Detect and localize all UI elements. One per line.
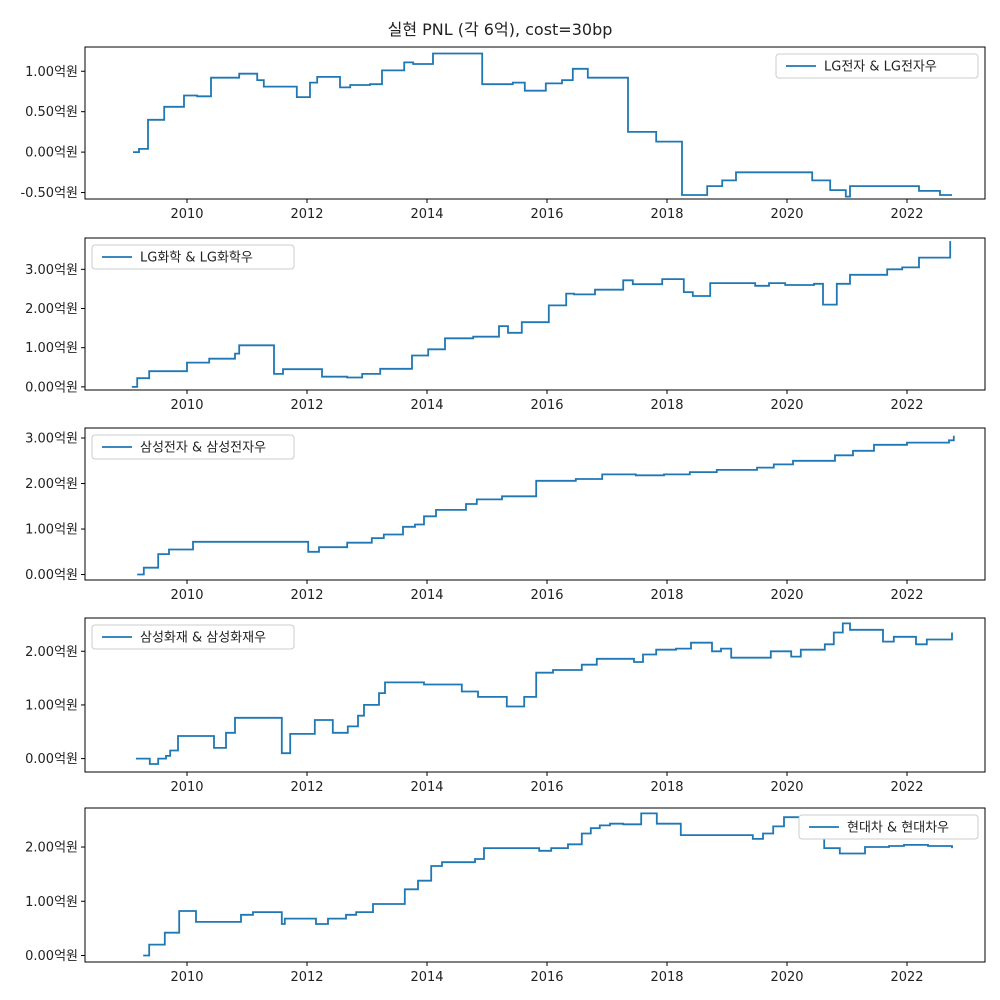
y-tick-label: 2.00억원 [25, 841, 78, 856]
x-tick-label: 2020 [770, 398, 803, 413]
series-line [137, 435, 955, 576]
legend-box [91, 434, 295, 460]
series-line [131, 241, 952, 388]
legend-label: LG화학 & LG화학우 [140, 251, 253, 266]
chart-title: 실현 PNL (각 6억), cost=30bp [387, 20, 613, 39]
x-tick-label: 2016 [530, 207, 563, 222]
legend-box [91, 624, 295, 650]
legend-label: 삼성전자 & 삼성전자우 [140, 441, 266, 456]
x-tick-label: 2020 [770, 588, 803, 603]
legend-label: LG전자 & LG전자우 [824, 60, 937, 75]
x-tick-label: 2016 [530, 588, 563, 603]
x-tick-label: 2020 [770, 970, 803, 985]
subplot-2: 0.00억원 1.00억원 2.00억원 3.00억원 2010 2012 2014 2016… [25, 237, 986, 413]
y-tick-label: 3.00억원 [25, 263, 78, 278]
x-tick-label: 2012 [290, 970, 323, 985]
series-line [133, 52, 952, 198]
x-tick-label: 2016 [530, 970, 563, 985]
x-tick-label: 2016 [530, 398, 563, 413]
axes-frame [84, 427, 986, 581]
x-tick-label: 2018 [650, 207, 683, 222]
y-tick-label: 0.50억원 [25, 105, 78, 120]
y-tick-label: -0.50억원 [20, 186, 78, 201]
x-tick-label: 2012 [290, 588, 323, 603]
axes-frame [84, 46, 986, 200]
x-tick-label: 2020 [770, 207, 803, 222]
x-tick-label: 2022 [890, 398, 923, 413]
x-tick-label: 2014 [410, 588, 443, 603]
x-tick-label: 2018 [650, 398, 683, 413]
y-tick-label: 1.00억원 [25, 341, 78, 356]
legend: 현대차 & 현대차우 [798, 814, 979, 840]
y-tick-label: 0.00억원 [25, 146, 78, 161]
y-tick-label: 2.00억원 [25, 302, 78, 317]
x-tick-label: 2010 [170, 207, 203, 222]
x-tick-label: 2010 [170, 398, 203, 413]
x-tick-label: 2014 [410, 970, 443, 985]
legend-box [798, 814, 979, 840]
x-tick-label: 2012 [290, 780, 323, 795]
subplot-5: 0.00억원 1.00억원 2.00억원 2010 2012 2014 2016 2018 20… [25, 807, 986, 985]
x-tick-label: 2020 [770, 780, 803, 795]
x-tick-label: 2018 [650, 970, 683, 985]
x-tick-label: 2018 [650, 588, 683, 603]
x-tick-label: 2022 [890, 970, 923, 985]
legend: LG전자 & LG전자우 [775, 53, 979, 79]
legend-label: 삼성화재 & 삼성화재우 [140, 631, 266, 646]
subplot-3: 0.00억원 1.00억원 2.00억원 3.00억원 2010 2012 2014 2016… [25, 427, 986, 603]
x-tick-label: 2016 [530, 780, 563, 795]
legend-box [775, 53, 979, 79]
legend: LG화학 & LG화학우 [91, 244, 295, 270]
y-tick-label: 2.00억원 [25, 477, 78, 492]
y-tick-label: 1.00억원 [25, 65, 78, 80]
y-tick-label: 0.00억원 [25, 752, 78, 767]
axes-frame [84, 237, 986, 391]
x-tick-label: 2010 [170, 588, 203, 603]
y-tick-label: 0.00억원 [25, 568, 78, 583]
legend: 삼성전자 & 삼성전자우 [91, 434, 295, 460]
x-tick-label: 2022 [890, 780, 923, 795]
y-tick-label: 3.00억원 [25, 432, 78, 447]
y-tick-label: 1.00억원 [25, 523, 78, 538]
legend: 삼성화재 & 삼성화재우 [91, 624, 295, 650]
y-tick-label: 1.00억원 [25, 895, 78, 910]
legend-label: 현대차 & 현대차우 [847, 821, 949, 836]
x-tick-label: 2014 [410, 780, 443, 795]
x-tick-label: 2010 [170, 970, 203, 985]
axes-frame [84, 617, 986, 773]
x-tick-label: 2022 [890, 207, 923, 222]
y-tick-label: 0.00억원 [25, 949, 78, 964]
subplot-4: 0.00억원 1.00억원 2.00억원 2010 2012 2014 2016 2018 20… [25, 617, 986, 795]
legend-box [91, 244, 295, 270]
x-tick-label: 2018 [650, 780, 683, 795]
x-tick-label: 2022 [890, 588, 923, 603]
x-tick-label: 2012 [290, 207, 323, 222]
axes-frame [84, 807, 986, 963]
x-tick-label: 2014 [410, 207, 443, 222]
y-tick-label: 0.00억원 [25, 380, 78, 395]
x-tick-label: 2010 [170, 780, 203, 795]
y-tick-label: 2.00억원 [25, 645, 78, 660]
subplot-1: -0.50억원 0.00억원 0.50억원 1.00억원 2010 2012 2014 201… [20, 46, 986, 222]
series-line [136, 622, 953, 765]
x-tick-label: 2012 [290, 398, 323, 413]
y-tick-label: 1.00억원 [25, 698, 78, 713]
x-tick-label: 2014 [410, 398, 443, 413]
